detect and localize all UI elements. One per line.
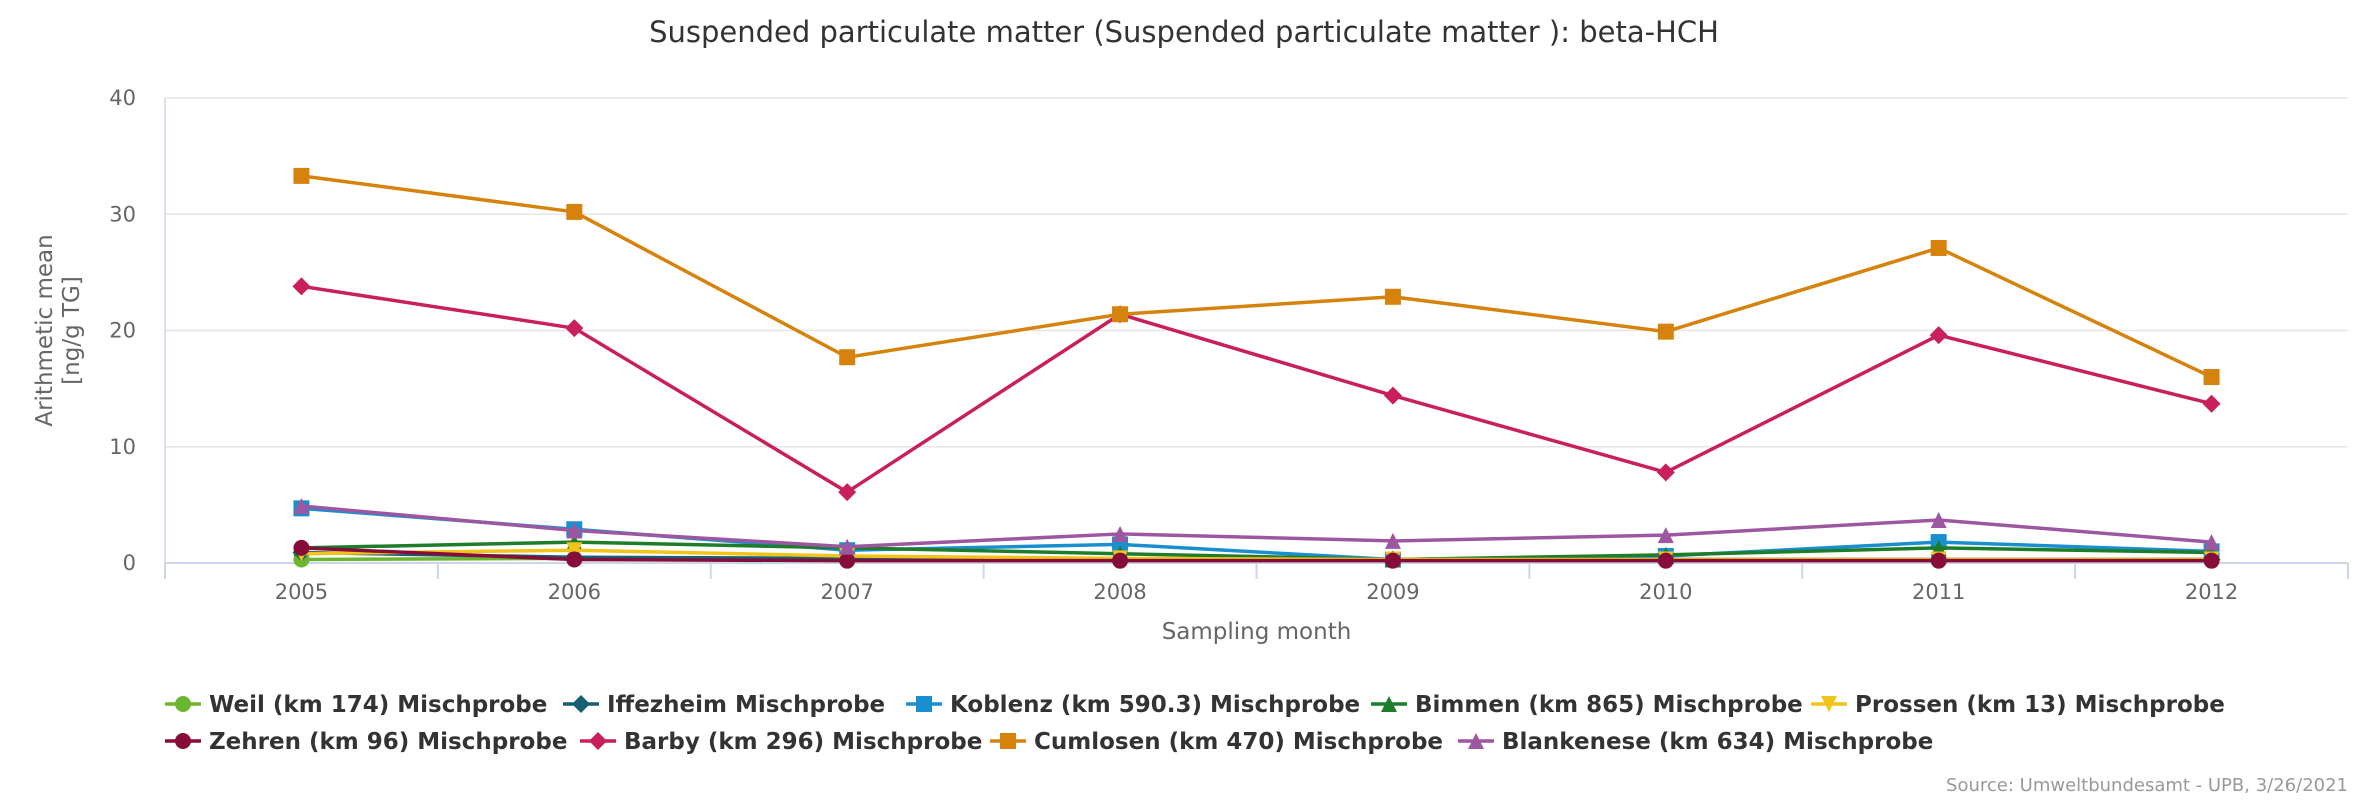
data-point bbox=[1112, 306, 1129, 323]
y-axis-title-line: Arithmetic mean bbox=[32, 234, 58, 426]
data-point bbox=[839, 538, 856, 555]
y-axis-title: Arithmetic mean[ng/g TG] bbox=[32, 234, 85, 426]
data-point bbox=[839, 552, 856, 569]
legend-item[interactable]: Weil (km 174) Mischprobe bbox=[165, 692, 547, 718]
data-point bbox=[2203, 369, 2220, 385]
x-tick-label: 2012 bbox=[2185, 580, 2238, 604]
data-point bbox=[1384, 552, 1401, 569]
legend-item[interactable]: Bimmen (km 865) Mischprobe bbox=[1371, 692, 1803, 718]
data-point bbox=[1384, 288, 1401, 305]
data-point bbox=[2202, 394, 2221, 413]
data-point bbox=[1930, 239, 1947, 256]
series-zehren-km-96-mischprobe bbox=[293, 539, 2220, 569]
data-point bbox=[1930, 552, 1947, 569]
legend-item[interactable]: Prossen (km 13) Mischprobe bbox=[1811, 692, 2225, 718]
x-tick-label: 2011 bbox=[1912, 580, 1965, 604]
legend-marker bbox=[1468, 733, 1484, 749]
legend-label: Cumlosen (km 470) Mischprobe bbox=[1034, 729, 1443, 755]
grid-lines bbox=[165, 97, 2348, 448]
series-barby-km-296-mischprobe bbox=[292, 277, 2221, 502]
data-point bbox=[292, 277, 311, 296]
y-tick-label: 20 bbox=[109, 319, 136, 343]
data-point bbox=[2203, 534, 2220, 551]
series-line bbox=[299, 546, 2214, 563]
x-tick-label: 2010 bbox=[1639, 580, 1692, 604]
legend-item[interactable]: Iffezheim Mischprobe bbox=[563, 692, 885, 718]
legend-marker bbox=[175, 696, 191, 712]
data-point bbox=[1383, 386, 1402, 405]
legend-label: Weil (km 174) Mischprobe bbox=[209, 692, 547, 718]
x-axis-title: Sampling month bbox=[1162, 619, 1352, 645]
y-tick-label: 40 bbox=[109, 86, 136, 110]
series-line bbox=[299, 174, 2214, 379]
legend-label: Prossen (km 13) Mischprobe bbox=[1855, 692, 2225, 718]
data-point bbox=[566, 542, 583, 559]
legend-label: Iffezheim Mischprobe bbox=[607, 692, 885, 718]
data-point bbox=[293, 498, 310, 515]
data-point bbox=[1657, 527, 1674, 544]
data-point bbox=[1112, 525, 1129, 542]
legend-marker bbox=[572, 695, 590, 713]
data-point bbox=[566, 551, 583, 568]
data-point bbox=[1656, 463, 1675, 482]
legend[interactable]: Weil (km 174) Mischprobe Iffezheim Mischp… bbox=[165, 692, 2225, 755]
legend-label: Koblenz (km 590.3) Mischprobe bbox=[950, 692, 1360, 718]
x-tick-label: 2005 bbox=[275, 580, 328, 604]
data-point bbox=[1930, 511, 1947, 528]
y-axis-title-line: [ng/g TG] bbox=[59, 276, 85, 385]
legend-item[interactable]: Zehren (km 96) Mischprobe bbox=[165, 729, 567, 755]
data-point bbox=[566, 522, 583, 539]
legend-label: Zehren (km 96) Mischprobe bbox=[209, 729, 567, 755]
legend-marker bbox=[916, 696, 932, 712]
series-cumlosen-km-470-mischprobe bbox=[293, 167, 2220, 385]
legend-marker bbox=[589, 732, 607, 750]
series-line bbox=[299, 540, 2214, 562]
x-tick-label: 2008 bbox=[1093, 580, 1146, 604]
legend-item[interactable]: Cumlosen (km 470) Mischprobe bbox=[990, 729, 1443, 755]
data-series bbox=[292, 167, 2221, 569]
data-point bbox=[1657, 323, 1674, 340]
series-line bbox=[299, 284, 2214, 494]
legend-item[interactable]: Blankenese (km 634) Mischprobe bbox=[1458, 729, 1933, 755]
data-point bbox=[839, 349, 856, 366]
data-point bbox=[838, 483, 857, 502]
legend-marker bbox=[1381, 696, 1397, 712]
data-point bbox=[293, 167, 310, 184]
data-point bbox=[2203, 552, 2220, 569]
legend-label: Bimmen (km 865) Mischprobe bbox=[1415, 692, 1803, 718]
series-line bbox=[299, 504, 2214, 549]
legend-marker bbox=[175, 733, 191, 749]
x-tick-label: 2006 bbox=[548, 580, 601, 604]
data-point bbox=[565, 319, 584, 338]
y-tick-label: 0 bbox=[123, 551, 136, 575]
legend-label: Barby (km 296) Mischprobe bbox=[624, 729, 982, 755]
legend-label: Blankenese (km 634) Mischprobe bbox=[1502, 729, 1933, 755]
y-tick-label: 10 bbox=[109, 435, 136, 459]
data-point bbox=[1112, 552, 1129, 569]
legend-item[interactable]: Barby (km 296) Mischprobe bbox=[580, 729, 982, 755]
series-blankenese-km-634-mischprobe bbox=[293, 498, 2220, 555]
data-point bbox=[293, 539, 310, 556]
data-point bbox=[1384, 532, 1401, 549]
legend-item[interactable]: Koblenz (km 590.3) Mischprobe bbox=[906, 692, 1360, 718]
data-point bbox=[1929, 326, 1948, 345]
x-tick-label: 2009 bbox=[1366, 580, 1419, 604]
legend-marker bbox=[1000, 733, 1016, 749]
data-point bbox=[1657, 552, 1674, 569]
axes: 0 10 20 30 40 2005 2006 2007 2008 2009 2010 2011 201… bbox=[32, 86, 2349, 645]
legend-marker bbox=[1821, 696, 1837, 712]
y-tick-label: 30 bbox=[109, 202, 136, 226]
source-credit: Source: Umweltbundesamt - UPB, 3/26/2021 bbox=[1946, 775, 2348, 796]
chart-title: Suspended particulate matter (Suspended … bbox=[649, 15, 1719, 49]
x-tick-label: 2007 bbox=[820, 580, 873, 604]
data-point bbox=[566, 203, 583, 220]
